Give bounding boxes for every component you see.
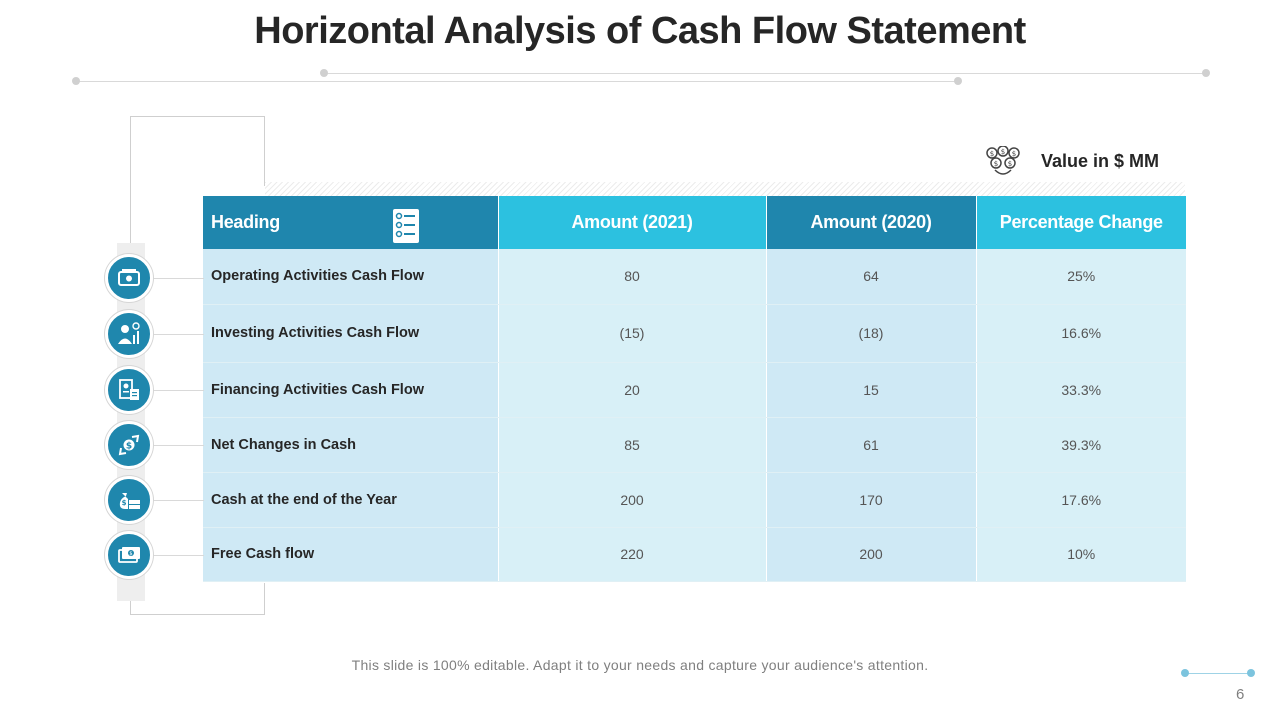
frame-edge <box>264 116 265 186</box>
row-amount-2021: 200 <box>498 472 767 528</box>
page-title: Horizontal Analysis of Cash Flow Stateme… <box>254 10 1026 52</box>
finance-document-icon <box>105 366 153 414</box>
title-underline-right <box>324 73 1206 74</box>
row-change: 17.6% <box>976 472 1186 528</box>
svg-text:$: $ <box>994 160 998 168</box>
row-change: 25% <box>976 249 1186 305</box>
table-row: Operating Activities Cash Flow 80 64 25% <box>203 249 1186 305</box>
page-decoration-dot <box>1247 669 1255 677</box>
row-heading: Investing Activities Cash Flow <box>203 304 499 363</box>
row-amount-2020: (18) <box>766 304 977 363</box>
underline-dot <box>72 77 80 85</box>
checklist-icon <box>392 208 420 244</box>
row-amount-2020: 61 <box>766 417 977 473</box>
row-amount-2020: 200 <box>766 527 977 582</box>
row-amount-2021: 85 <box>498 417 767 473</box>
row-heading: Operating Activities Cash Flow <box>203 249 499 305</box>
table-shadow-hatch <box>265 182 1185 196</box>
footer-note: This slide is 100% editable. Adapt it to… <box>351 657 929 673</box>
table-row: Net Changes in Cash 85 61 39.3% <box>203 417 1186 473</box>
svg-text:$: $ <box>122 499 127 507</box>
page-number: 6 <box>1236 686 1245 703</box>
icon-connector <box>152 555 204 556</box>
row-heading: Cash at the end of the Year <box>203 472 499 528</box>
cash-bills-icon: $ <box>105 531 153 579</box>
header-percentage-change: Percentage Change <box>976 196 1186 249</box>
money-bag-icon: $ <box>105 476 153 524</box>
row-amount-2020: 170 <box>766 472 977 528</box>
row-amount-2021: (15) <box>498 304 767 363</box>
page-decoration-dot <box>1181 669 1189 677</box>
svg-text:$: $ <box>990 150 994 158</box>
svg-text:$: $ <box>1008 160 1012 168</box>
row-heading: Net Changes in Cash <box>203 417 499 473</box>
row-amount-2020: 15 <box>766 362 977 418</box>
icon-connector <box>152 500 204 501</box>
title-underline-left <box>76 81 958 82</box>
table-row: Free Cash flow 220 200 10% <box>203 527 1186 582</box>
svg-text:$: $ <box>1001 148 1005 156</box>
underline-dot <box>1202 69 1210 77</box>
row-amount-2021: 20 <box>498 362 767 418</box>
page-decoration-line <box>1185 673 1251 674</box>
svg-text:$: $ <box>129 551 132 557</box>
frame-edge <box>264 583 265 614</box>
row-change: 16.6% <box>976 304 1186 363</box>
row-amount-2021: 80 <box>498 249 767 305</box>
table-row: Investing Activities Cash Flow (15) (18)… <box>203 304 1186 363</box>
icon-connector <box>152 390 204 391</box>
cash-register-icon <box>105 254 153 302</box>
header-heading-label: Heading <box>211 212 280 232</box>
table-header-row: Heading Amount (2021) Amount (2020) Perc… <box>203 196 1186 249</box>
svg-text:$: $ <box>1012 150 1016 158</box>
underline-dot <box>954 77 962 85</box>
icon-connector <box>152 334 204 335</box>
row-heading: Free Cash flow <box>203 527 499 582</box>
icon-connector <box>152 445 204 446</box>
unit-label: Value in $ MM <box>1041 151 1160 171</box>
row-heading: Financing Activities Cash Flow <box>203 362 499 418</box>
table-row: Cash at the end of the Year 200 170 17.6… <box>203 472 1186 528</box>
table-row: Financing Activities Cash Flow 20 15 33.… <box>203 362 1186 418</box>
svg-text:$: $ <box>126 442 132 452</box>
row-change: 39.3% <box>976 417 1186 473</box>
row-change: 10% <box>976 527 1186 582</box>
cash-flow-table: Heading Amount (2021) Amount (2020) Perc… <box>203 196 1186 582</box>
header-amount-2020: Amount (2020) <box>766 196 977 249</box>
row-change: 33.3% <box>976 362 1186 418</box>
header-heading: Heading <box>203 196 499 249</box>
row-amount-2020: 64 <box>766 249 977 305</box>
header-amount-2021: Amount (2021) <box>498 196 767 249</box>
icon-connector <box>152 278 204 279</box>
row-amount-2021: 220 <box>498 527 767 582</box>
money-pile-icon: $ $ $ $ $ <box>985 145 1021 178</box>
investor-chart-icon <box>105 310 153 358</box>
underline-dot <box>320 69 328 77</box>
money-exchange-icon: $ <box>105 421 153 469</box>
